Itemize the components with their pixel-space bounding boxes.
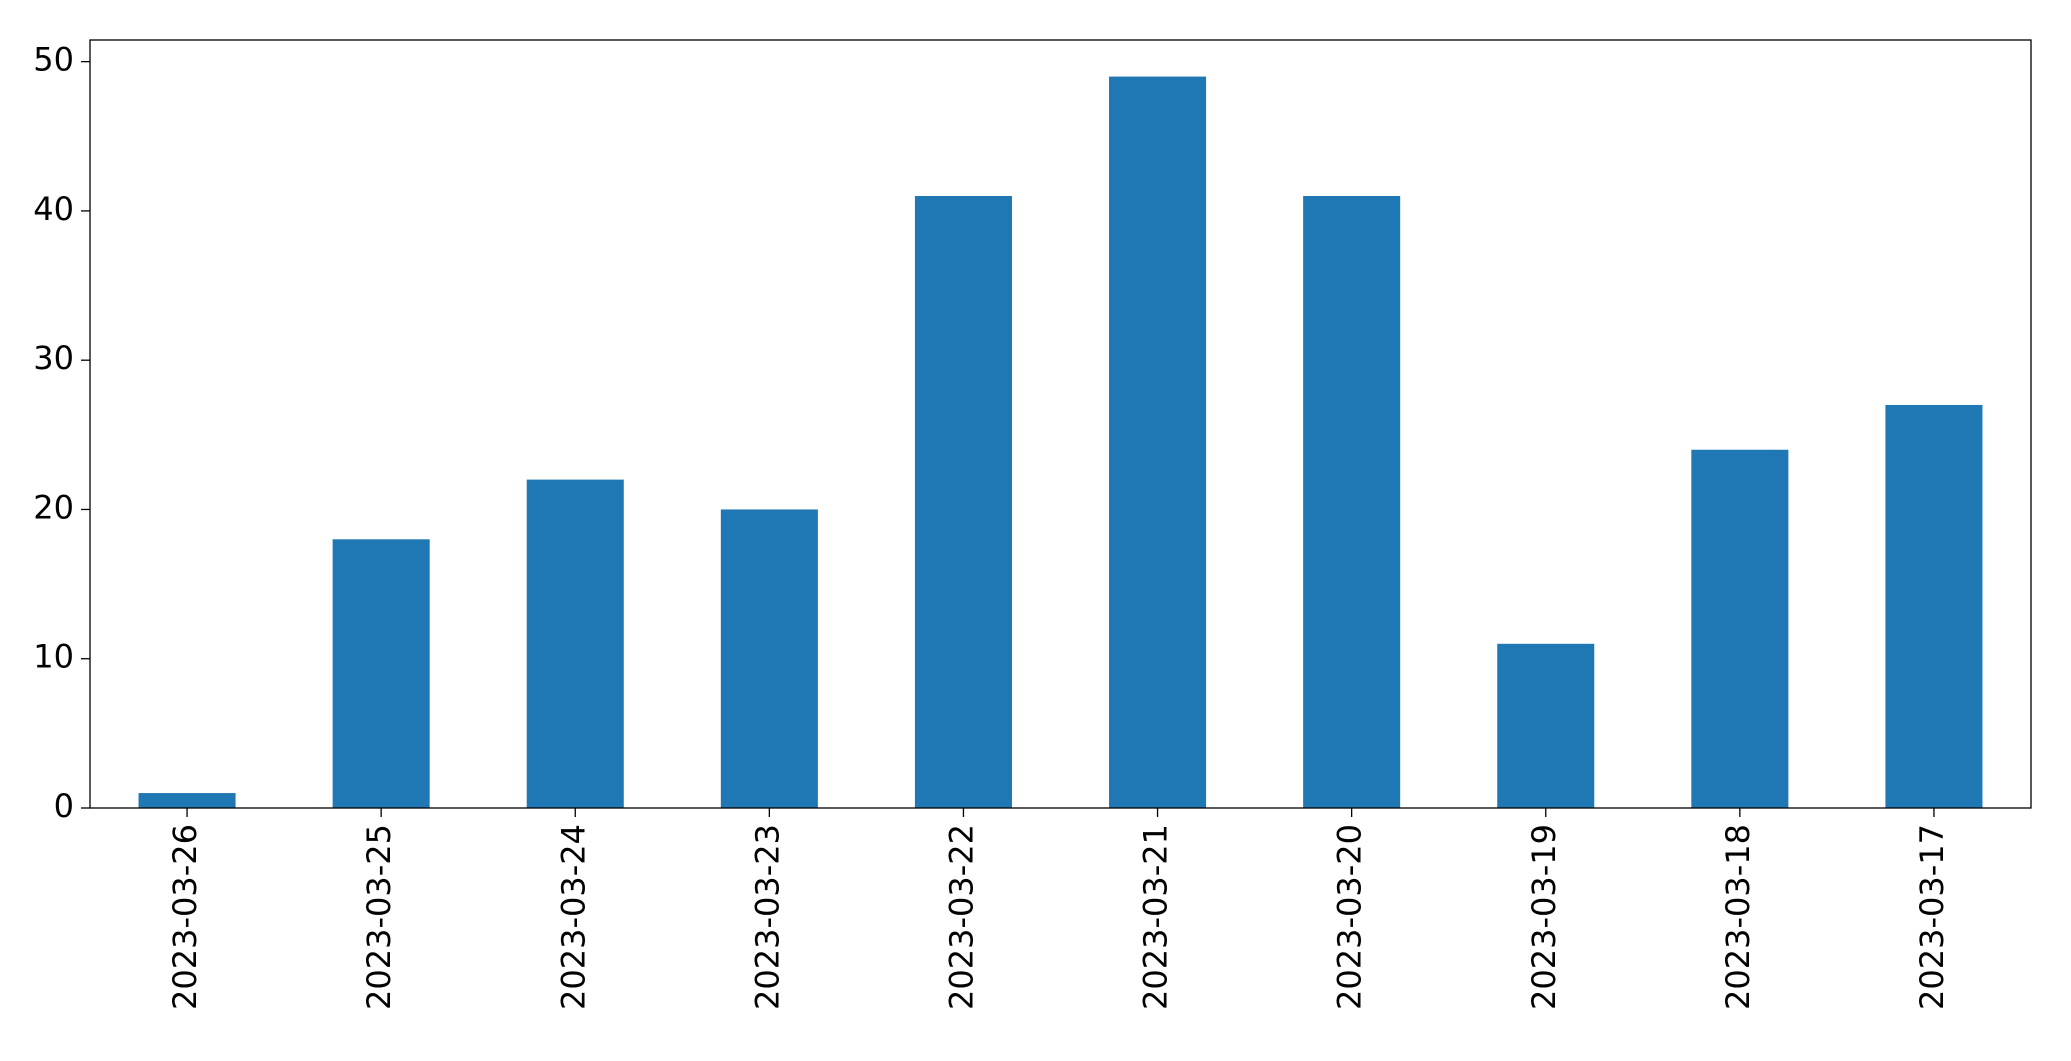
plot-frame (89, 39, 2032, 809)
x-tick-label: 2023-03-26 (166, 824, 204, 1010)
bar (138, 793, 236, 808)
x-tick-label: 2023-03-25 (360, 824, 398, 1010)
y-tick-label: 30 (33, 339, 74, 377)
bar (332, 539, 430, 808)
bar (1303, 195, 1401, 808)
bar (720, 509, 818, 808)
x-tick-label: 2023-03-19 (1525, 824, 1563, 1010)
bar (1497, 643, 1595, 808)
y-tick-label: 0 (54, 787, 74, 825)
y-tick-label: 40 (33, 190, 74, 228)
bar (526, 479, 624, 808)
bar (1109, 76, 1207, 809)
x-tick-label: 2023-03-24 (554, 824, 592, 1010)
x-tick-label: 2023-03-17 (1913, 824, 1951, 1010)
bar (1691, 449, 1789, 808)
x-tick-label: 2023-03-22 (942, 824, 980, 1010)
x-tick-label: 2023-03-23 (748, 824, 786, 1010)
bar (1885, 404, 1983, 808)
y-tick-label: 50 (33, 41, 74, 79)
x-tick-label: 2023-03-18 (1719, 824, 1757, 1010)
y-tick-label: 10 (33, 638, 74, 676)
x-tick-label: 2023-03-20 (1331, 824, 1369, 1010)
x-tick-label: 2023-03-21 (1137, 824, 1175, 1010)
y-tick-label: 20 (33, 488, 74, 526)
bar (914, 195, 1012, 808)
